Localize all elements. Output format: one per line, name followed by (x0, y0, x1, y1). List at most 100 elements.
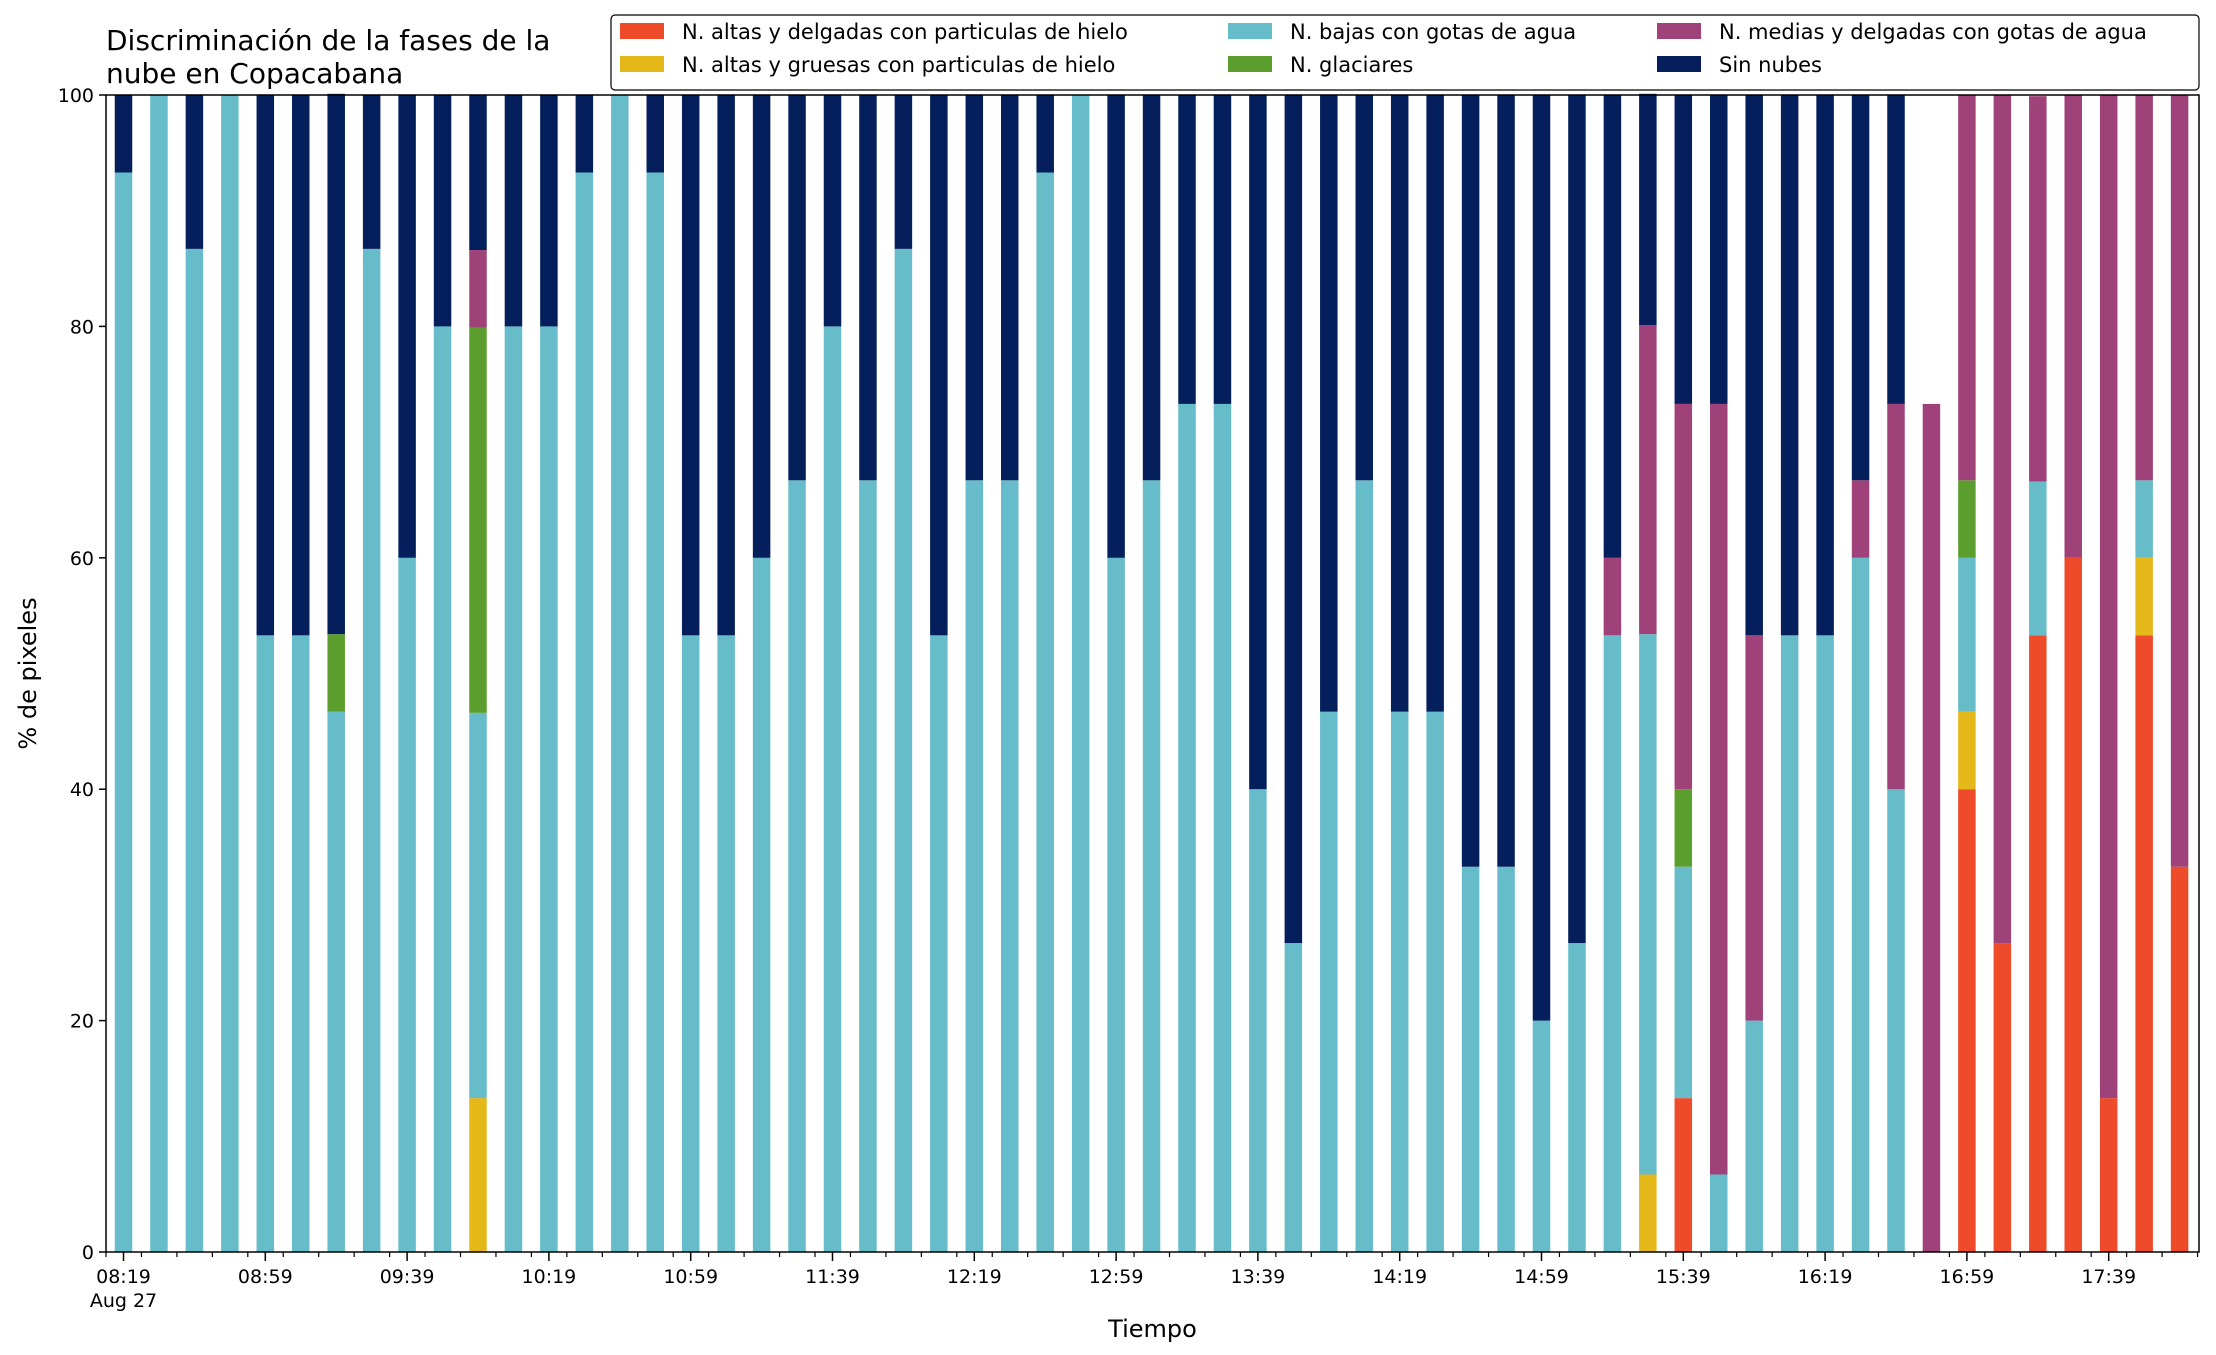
bar-segment-57-series-0 (2135, 635, 2153, 1252)
bar-segment-52-series-4 (1958, 95, 1976, 481)
bar-segment-10-series-2 (469, 712, 487, 1099)
bar-segment-13-series-2 (575, 172, 594, 1252)
bar-segment-6-series-2 (327, 711, 345, 1252)
bar-segment-43-series-5 (1639, 93, 1657, 326)
x-tick-label: 16:19 (1798, 1266, 1853, 1288)
chart-title-line-2: nube en Copacabana (106, 57, 403, 90)
bar-segment-1-series-2 (150, 95, 168, 1252)
bar-segment-37-series-5 (1426, 95, 1444, 712)
bar-segment-42-series-2 (1603, 635, 1622, 1252)
bar-segment-38-series-5 (1461, 95, 1480, 867)
bar-segment-55-series-4 (2064, 95, 2082, 558)
bar-segment-45-series-4 (1710, 403, 1728, 1175)
bar-segment-30-series-5 (1178, 95, 1196, 404)
bar-segment-32-series-5 (1249, 95, 1267, 790)
bar-segment-19-series-5 (788, 95, 806, 481)
legend-label-5: Sin nubes (1719, 53, 1822, 77)
bar-segment-6-series-5 (327, 93, 345, 635)
bar-segment-0-series-2 (114, 172, 133, 1252)
bar-segment-36-series-2 (1390, 711, 1409, 1252)
bar-segment-47-series-5 (1780, 95, 1799, 636)
bar-segment-11-series-2 (504, 326, 523, 1252)
bar-segment-19-series-2 (788, 480, 806, 1252)
x-axis-label: Tiempo (1107, 1315, 1197, 1343)
bar-segment-44-series-2 (1674, 866, 1693, 1099)
bar-segment-42-series-4 (1603, 557, 1622, 636)
chart-title: Discriminación de la fases de la nube en… (106, 24, 550, 90)
bar-segment-53-series-0 (1993, 943, 2012, 1252)
bar-segment-30-series-2 (1178, 403, 1196, 1252)
y-tick-label: 60 (70, 548, 94, 570)
chart-title-line-1: Discriminación de la fases de la (106, 24, 550, 57)
bar-segment-4-series-2 (256, 635, 275, 1252)
x-tick-label: 12:59 (1089, 1266, 1144, 1288)
y-tick-label: 40 (70, 779, 94, 801)
bar-segment-52-series-3 (1958, 480, 1976, 558)
bar-segment-44-series-4 (1674, 403, 1693, 790)
bar-segment-22-series-2 (894, 248, 913, 1252)
bar-segment-23-series-2 (930, 635, 948, 1252)
bar-segment-46-series-5 (1745, 95, 1763, 636)
bar-segment-29-series-5 (1142, 95, 1161, 481)
y-axis: 0 20 40 60 80 100 (58, 85, 106, 1264)
bars-group (114, 93, 2189, 1252)
bar-segment-32-series-2 (1249, 789, 1267, 1252)
bar-segment-5-series-2 (292, 635, 310, 1252)
bar-segment-48-series-2 (1816, 635, 1834, 1252)
x-tick-label: 08:59 (238, 1266, 293, 1288)
bar-segment-26-series-2 (1036, 172, 1054, 1252)
y-tick-label: 80 (70, 316, 94, 338)
bar-segment-49-series-5 (1851, 95, 1870, 481)
y-tick-label: 20 (70, 1011, 94, 1033)
bar-segment-38-series-2 (1461, 866, 1480, 1252)
bar-segment-46-series-4 (1745, 635, 1763, 1021)
bar-segment-50-series-5 (1887, 95, 1905, 404)
bar-segment-58-series-4 (2170, 95, 2189, 867)
x-tick-label: 15:39 (1656, 1266, 1711, 1288)
bar-segment-57-series-1 (2135, 557, 2153, 636)
bar-segment-35-series-2 (1355, 480, 1373, 1252)
bar-segment-23-series-5 (930, 95, 948, 636)
bar-segment-5-series-5 (292, 95, 310, 636)
bar-segment-2-series-5 (185, 95, 204, 249)
legend-swatch-1 (620, 56, 664, 72)
y-tick-label: 0 (82, 1242, 94, 1264)
bar-segment-0-series-5 (114, 95, 133, 173)
bar-segment-8-series-2 (398, 557, 416, 1252)
bar-segment-56-series-4 (2099, 95, 2118, 1099)
bar-segment-13-series-5 (575, 95, 594, 173)
bar-segment-8-series-5 (398, 95, 416, 558)
bar-segment-41-series-5 (1568, 95, 1586, 944)
bar-segment-54-series-2 (2029, 481, 2047, 636)
y-tick-label: 100 (58, 85, 94, 107)
bar-segment-39-series-2 (1497, 866, 1515, 1252)
bar-segment-11-series-5 (504, 95, 523, 327)
bar-segment-57-series-4 (2135, 95, 2153, 481)
bar-segment-12-series-5 (540, 95, 558, 327)
bar-segment-54-series-0 (2029, 635, 2047, 1252)
bar-segment-55-series-0 (2064, 557, 2082, 1252)
bar-segment-53-series-4 (1993, 95, 2012, 944)
bar-segment-34-series-2 (1320, 711, 1338, 1252)
bar-segment-52-series-2 (1958, 557, 1976, 712)
bar-segment-33-series-2 (1284, 943, 1303, 1252)
bar-segment-50-series-4 (1887, 403, 1905, 790)
bar-segment-22-series-5 (894, 95, 913, 249)
legend-label-1: N. altas y gruesas con particulas de hie… (682, 53, 1115, 77)
bar-segment-10-series-1 (469, 1098, 487, 1252)
bar-segment-17-series-5 (717, 95, 735, 636)
legend-box (610, 14, 2200, 91)
bar-segment-37-series-2 (1426, 711, 1444, 1252)
legend-swatch-4 (1657, 23, 1701, 39)
bar-segment-52-series-0 (1958, 789, 1976, 1252)
bar-segment-24-series-5 (965, 95, 984, 481)
bar-segment-31-series-5 (1213, 95, 1232, 404)
x-tick-sublabel: Aug 27 (90, 1290, 157, 1312)
bar-segment-45-series-2 (1710, 1174, 1728, 1252)
bar-segment-26-series-5 (1036, 95, 1054, 173)
bar-segment-25-series-2 (1001, 480, 1019, 1252)
bar-segment-16-series-2 (681, 635, 700, 1252)
bar-segment-17-series-2 (717, 635, 735, 1252)
